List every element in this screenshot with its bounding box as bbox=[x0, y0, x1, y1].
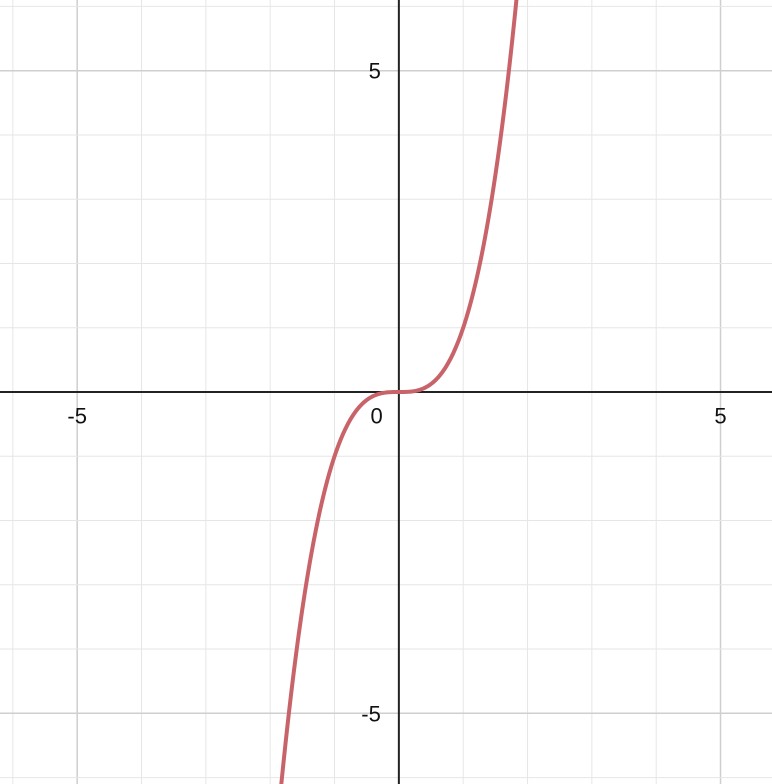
chart-container: 5 -5 5 -5 0 bbox=[0, 0, 772, 784]
cubic-chart: 5 -5 5 -5 0 bbox=[0, 0, 772, 784]
tick-label: -5 bbox=[67, 404, 87, 429]
tick-label: -5 bbox=[361, 701, 381, 726]
tick-label: 5 bbox=[714, 404, 726, 429]
tick-label: 0 bbox=[371, 404, 383, 429]
tick-label: 5 bbox=[369, 59, 381, 84]
